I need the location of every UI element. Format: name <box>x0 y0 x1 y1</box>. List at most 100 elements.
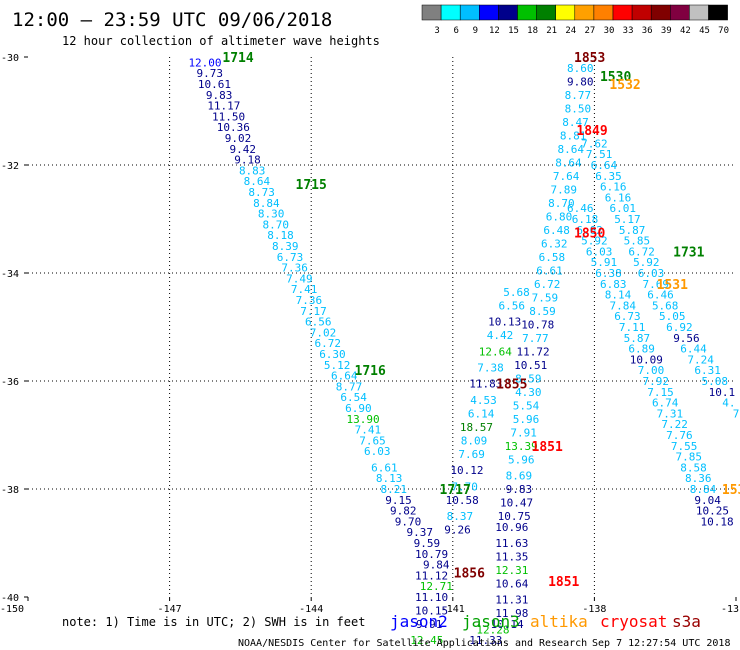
swh-value: 9.83 <box>506 483 533 496</box>
pass-time-label: 153 <box>722 483 740 498</box>
swh-value: 8.59 <box>515 372 542 385</box>
pass-time-label: 1851 <box>532 440 563 455</box>
swh-value: 9.84 <box>423 559 450 572</box>
swh-value: 8.50 <box>565 102 592 115</box>
y-tick-label: -30 <box>1 53 19 64</box>
colorbar-label: 12 <box>489 26 500 36</box>
swh-value: 5.68 <box>503 286 530 299</box>
swh-value: 9.80 <box>567 75 594 88</box>
swh-value: 11.17 <box>207 100 240 113</box>
swh-value: 5.17 <box>614 213 641 226</box>
swh-value: 7.22 <box>661 418 688 431</box>
swh-value: 7.55 <box>671 440 698 453</box>
swh-value: 10.61 <box>198 78 231 91</box>
swh-value: 10.96 <box>495 521 528 534</box>
swh-value: 10.14 <box>491 618 524 631</box>
swh-value: 6.83 <box>600 278 627 291</box>
swh-value: 6.61 <box>536 264 563 277</box>
swh-value: 6.74 <box>652 397 679 410</box>
swh-value: 9.56 <box>673 332 700 345</box>
swh-value: 8.73 <box>248 186 275 199</box>
swh-value: 6.44 <box>680 343 707 356</box>
swh-value: 8.84 <box>253 197 280 210</box>
swh-value: 6.46 <box>567 202 594 215</box>
y-tick-label: -38 <box>1 485 19 496</box>
colorbar-label: 30 <box>604 26 615 36</box>
swh-value: 6.54 <box>340 391 367 404</box>
swh-value: 6.92 <box>666 321 693 334</box>
swh-value: 7.02 <box>310 326 337 339</box>
swh-value: 10.12 <box>450 464 483 477</box>
swh-value: 7.24 <box>687 353 714 366</box>
swh-value: 12.00 <box>188 56 221 69</box>
swh-value: 11.72 <box>516 345 549 358</box>
swh-value: 11.33 <box>469 634 502 647</box>
swh-value: 8.58 <box>680 461 707 474</box>
x-tick-label: -150 <box>0 604 24 615</box>
swh-value: 7.64 <box>553 170 580 183</box>
swh-value: 12.71 <box>420 580 453 593</box>
swh-value: 10.13 <box>488 316 521 329</box>
y-tick-label: -36 <box>1 377 19 388</box>
swh-value: 8.13 <box>376 472 403 485</box>
chart-subtitle: 12 hour collection of altimeter wave hei… <box>62 34 380 48</box>
y-tick-label: -34 <box>1 269 19 280</box>
colorbar-label: 70 <box>718 26 729 36</box>
swh-value: 11.10 <box>415 591 448 604</box>
swh-value: 6.16 <box>600 181 627 194</box>
swh-value: 8.36 <box>685 472 712 485</box>
swh-value: 6.03 <box>638 267 665 280</box>
colorbar-swatch <box>479 4 499 21</box>
swh-value: 9.59 <box>414 537 441 550</box>
swh-value: 10.15 <box>415 605 448 618</box>
swh-value: 7.36 <box>281 262 308 275</box>
colorbar-label: 24 <box>565 26 576 36</box>
colorbar-swatch <box>440 4 461 21</box>
pass-time-label: 1531 <box>657 278 688 293</box>
legend-jason2: jason2 <box>390 612 448 631</box>
swh-value: 8.37 <box>447 510 474 523</box>
x-tick-label: -141 <box>441 604 465 615</box>
colorbar-swatch <box>555 4 576 21</box>
swh-value: 5.96 <box>513 413 540 426</box>
pass-time-label: 1716 <box>355 364 386 379</box>
x-tick-label: -138 <box>582 604 606 615</box>
swh-value: 7.89 <box>550 183 577 196</box>
swh-value: 10.51 <box>514 359 547 372</box>
swh-value: 8.39 <box>272 240 299 253</box>
legend-jason3: jason3 <box>462 612 520 631</box>
swh-value: 9.15 <box>385 494 412 507</box>
swh-value: 6.90 <box>345 402 372 415</box>
swh-value: 5.87 <box>624 332 651 345</box>
x-tick-label: -144 <box>299 604 323 615</box>
pass-time-label: 1850 <box>574 227 605 242</box>
swh-value: 6.80 <box>546 210 573 223</box>
swh-value: 9.42 <box>230 143 257 156</box>
swh-value: 6.72 <box>534 278 561 291</box>
swh-value: 6.14 <box>468 407 495 420</box>
swh-value: 7.00 <box>638 364 665 377</box>
colorbar-swatch <box>631 4 652 21</box>
swh-value: 4.30 <box>515 386 542 399</box>
swh-value: 7.11 <box>619 321 646 334</box>
swh-value: 13.90 <box>347 413 380 426</box>
y-tick-label: -40 <box>1 593 19 604</box>
swh-value: 8.14 <box>605 289 632 302</box>
swh-value: 6.64 <box>591 159 618 172</box>
pass-time-label: 1856 <box>454 567 485 582</box>
swh-value: 6.73 <box>277 251 304 264</box>
colorbar-label: 3 <box>434 26 439 36</box>
swh-value: 10.25 <box>696 505 729 518</box>
swh-value: 6.38 <box>595 267 622 280</box>
swh-value: 4.42 <box>487 329 514 342</box>
swh-value: 8.60 <box>567 62 594 75</box>
swh-value: 7.36 <box>296 294 323 307</box>
colorbar-label: 33 <box>623 26 634 36</box>
swh-value: 5.87 <box>619 224 646 237</box>
swh-value: 10.58 <box>446 494 479 507</box>
swh-value: 11.83 <box>469 378 502 391</box>
colorbar-swatch <box>498 4 518 21</box>
swh-value: 6.35 <box>595 170 622 183</box>
pass-time-label: 1731 <box>673 245 704 260</box>
